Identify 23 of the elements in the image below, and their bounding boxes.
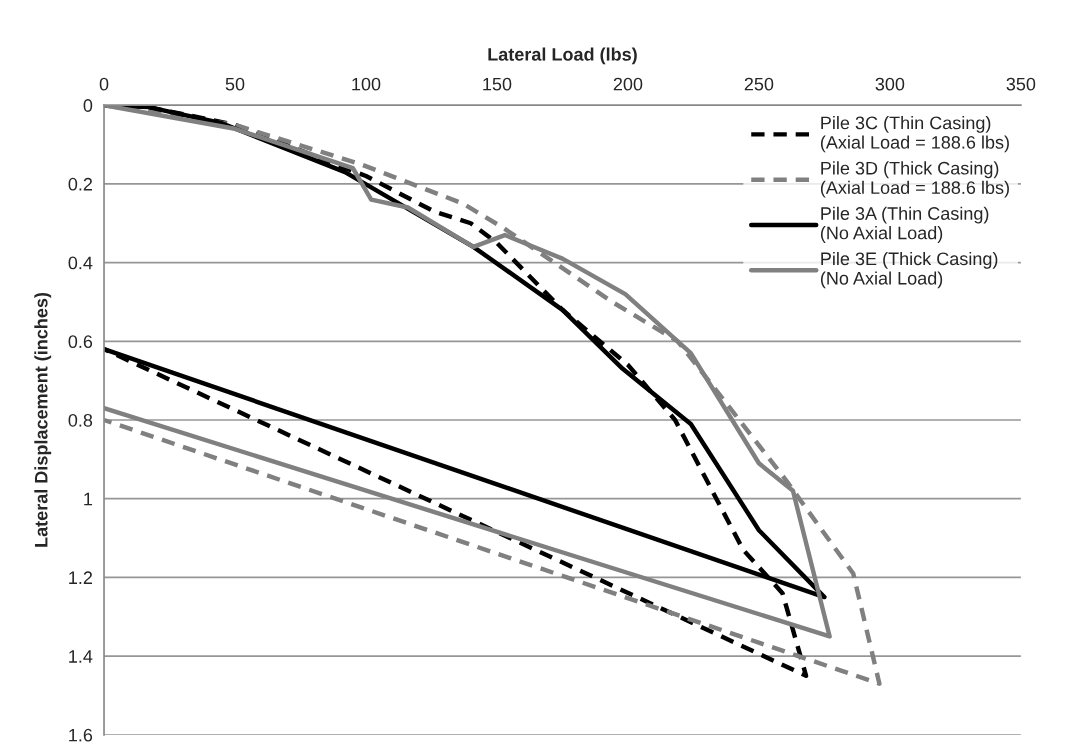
- y-tick-label: 1.6: [69, 728, 93, 742]
- x-tick-label: 0: [99, 77, 109, 91]
- x-tick-label: 200: [613, 77, 643, 91]
- x-tick-label: 100: [352, 77, 381, 91]
- x-tick-label: 250: [744, 77, 774, 91]
- legend-label: Pile 3A (Thin Casing) (No Axial Load): [820, 206, 989, 243]
- y-tick-label: 0: [83, 99, 93, 112]
- y-tick-label: 0.8: [68, 413, 93, 427]
- legend-label: Pile 3E (Thick Casing) (No Axial Load): [820, 251, 998, 289]
- x-tick-label: 150: [483, 77, 512, 91]
- y-tick-label: 1.2: [69, 571, 93, 584]
- x-tick-label: 300: [875, 77, 905, 91]
- y-tick-label: 0.2: [68, 177, 93, 191]
- y-tick-label: 1: [84, 492, 93, 506]
- x-tick-label: 50: [225, 77, 245, 91]
- legend-label: Pile 3C (Thin Casing) (Axial Load = 188.6 lbs): [820, 116, 1009, 153]
- y-tick-label: 1.4: [69, 650, 93, 663]
- y-axis-title: Lateral Displacement (inches): [34, 292, 52, 547]
- legend-label: Pile 3D (Thick Casing) (Axial Load = 188.6 lbs): [820, 161, 1009, 198]
- y-tick-label: 0.4: [68, 256, 93, 270]
- x-tick-label: 350: [1006, 77, 1036, 91]
- x-axis-title: Lateral Load (lbs): [488, 47, 637, 65]
- y-tick-label: 0.6: [68, 335, 93, 349]
